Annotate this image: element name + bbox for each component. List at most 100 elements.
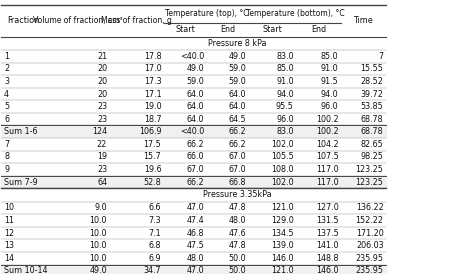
Text: 2: 2: [4, 64, 9, 73]
Text: 47.5: 47.5: [186, 241, 204, 250]
Text: 131.5: 131.5: [316, 216, 338, 225]
Text: 22: 22: [97, 140, 107, 149]
Text: 10.0: 10.0: [90, 216, 107, 225]
Text: 3: 3: [4, 77, 9, 86]
Text: Temperature (bottom), °C: Temperature (bottom), °C: [246, 9, 344, 18]
Text: 64.0: 64.0: [229, 90, 246, 99]
Text: 7: 7: [378, 52, 383, 61]
Polygon shape: [0, 62, 386, 75]
Text: Pressure 8 kPa: Pressure 8 kPa: [208, 39, 266, 48]
Text: 23: 23: [97, 165, 107, 174]
Text: 98.25: 98.25: [361, 152, 383, 161]
Text: 53.85: 53.85: [361, 102, 383, 111]
Polygon shape: [0, 151, 386, 163]
Text: 100.2: 100.2: [316, 115, 338, 124]
Polygon shape: [0, 50, 386, 62]
Text: 34.7: 34.7: [144, 266, 161, 274]
Text: 66.2: 66.2: [186, 178, 204, 187]
Text: 67.0: 67.0: [229, 152, 246, 161]
Text: 67.0: 67.0: [186, 165, 204, 174]
Text: 19.0: 19.0: [144, 102, 161, 111]
Text: 96.0: 96.0: [276, 115, 294, 124]
Text: 14: 14: [4, 254, 14, 263]
Text: 50.0: 50.0: [229, 266, 246, 274]
Text: 117.0: 117.0: [316, 178, 338, 187]
Text: 28.52: 28.52: [361, 77, 383, 86]
Text: 13: 13: [4, 241, 14, 250]
Polygon shape: [0, 189, 386, 202]
Text: 47.6: 47.6: [229, 229, 246, 238]
Text: 83.0: 83.0: [276, 127, 294, 136]
Text: 15.7: 15.7: [144, 152, 161, 161]
Text: 4: 4: [4, 90, 9, 99]
Text: 107.5: 107.5: [316, 152, 338, 161]
Text: 48.0: 48.0: [229, 216, 246, 225]
Text: 123.25: 123.25: [356, 165, 383, 174]
Text: 64: 64: [97, 178, 107, 187]
Text: Pressure 3.35kPa: Pressure 3.35kPa: [203, 190, 271, 199]
Text: 6.6: 6.6: [149, 203, 161, 212]
Text: 39.72: 39.72: [361, 90, 383, 99]
Text: 52.8: 52.8: [144, 178, 161, 187]
Text: 104.2: 104.2: [316, 140, 338, 149]
Text: Start: Start: [263, 25, 283, 34]
Text: 20: 20: [97, 90, 107, 99]
Text: 49.0: 49.0: [90, 266, 107, 274]
Text: 105.5: 105.5: [271, 152, 294, 161]
Text: 91.5: 91.5: [321, 77, 338, 86]
Text: 17.0: 17.0: [144, 64, 161, 73]
Polygon shape: [0, 239, 386, 252]
Polygon shape: [0, 176, 386, 189]
Text: End: End: [220, 25, 235, 34]
Text: 235.95: 235.95: [356, 266, 383, 274]
Polygon shape: [0, 37, 386, 50]
Text: 94.0: 94.0: [321, 90, 338, 99]
Text: 12: 12: [4, 229, 14, 238]
Text: 124: 124: [92, 127, 107, 136]
Text: 82.65: 82.65: [361, 140, 383, 149]
Text: Sum 10-14: Sum 10-14: [4, 266, 47, 274]
Text: 100.2: 100.2: [316, 127, 338, 136]
Text: 96.0: 96.0: [321, 102, 338, 111]
Polygon shape: [0, 100, 386, 113]
Text: 64.0: 64.0: [229, 102, 246, 111]
Polygon shape: [0, 113, 386, 125]
Text: 83.0: 83.0: [276, 52, 294, 61]
Text: 102.0: 102.0: [271, 140, 294, 149]
Text: 95.5: 95.5: [276, 102, 294, 111]
Text: <40.0: <40.0: [180, 127, 204, 136]
Text: 19.6: 19.6: [144, 165, 161, 174]
Polygon shape: [0, 75, 386, 88]
Text: 91.0: 91.0: [276, 77, 294, 86]
Text: Sum 1-6: Sum 1-6: [4, 127, 37, 136]
Text: 85.0: 85.0: [276, 64, 294, 73]
Text: 20: 20: [97, 77, 107, 86]
Text: 64.0: 64.0: [186, 115, 204, 124]
Polygon shape: [0, 163, 386, 176]
Text: 6.8: 6.8: [149, 241, 161, 250]
Text: 68.78: 68.78: [361, 115, 383, 124]
Text: 66.8: 66.8: [229, 178, 246, 187]
Text: Volume of fraction, cm³: Volume of fraction, cm³: [33, 16, 122, 25]
Polygon shape: [0, 252, 386, 264]
Text: 7.1: 7.1: [149, 229, 161, 238]
Text: 64.0: 64.0: [186, 90, 204, 99]
Text: 235.95: 235.95: [356, 254, 383, 263]
Text: 123.25: 123.25: [356, 178, 383, 187]
Text: 68.78: 68.78: [361, 127, 383, 136]
Text: 9.0: 9.0: [94, 203, 107, 212]
Polygon shape: [0, 125, 386, 138]
Text: 18.7: 18.7: [144, 115, 161, 124]
Text: 146.0: 146.0: [271, 254, 294, 263]
Text: 66.2: 66.2: [186, 140, 204, 149]
Text: 10.0: 10.0: [90, 229, 107, 238]
Text: 85.0: 85.0: [321, 52, 338, 61]
Text: 108.0: 108.0: [271, 165, 294, 174]
Text: 9: 9: [4, 165, 9, 174]
Text: 59.0: 59.0: [186, 77, 204, 86]
Polygon shape: [0, 264, 386, 274]
Text: <40.0: <40.0: [180, 52, 204, 61]
Text: Start: Start: [175, 25, 195, 34]
Text: 171.20: 171.20: [356, 229, 383, 238]
Text: 121.0: 121.0: [271, 203, 294, 212]
